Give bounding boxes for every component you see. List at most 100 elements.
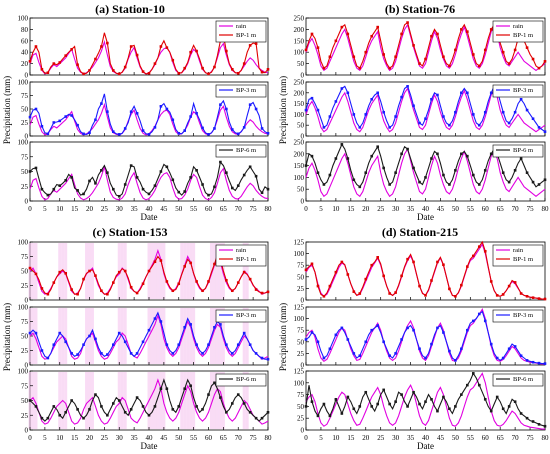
- data-point: [100, 289, 103, 293]
- data-point: [135, 352, 139, 355]
- data-point: [28, 60, 32, 63]
- data-point: [242, 270, 246, 274]
- y-tick-label: 60: [21, 37, 29, 45]
- data-point: [231, 402, 234, 405]
- rain-shade: [156, 308, 160, 364]
- data-point: [94, 274, 97, 277]
- data-point: [489, 152, 493, 156]
- data-point: [34, 272, 38, 276]
- data-point: [382, 388, 385, 392]
- rain-shade: [221, 372, 225, 429]
- data-point: [189, 115, 192, 118]
- data-point: [254, 107, 258, 111]
- data-point: [64, 179, 67, 182]
- data-point: [219, 103, 222, 106]
- data-point: [165, 46, 169, 49]
- y-tick-label: 75: [21, 253, 29, 261]
- x-tick-label: 10: [332, 434, 340, 442]
- rain-shade: [189, 243, 193, 299]
- data-point: [382, 53, 385, 56]
- data-point: [70, 399, 73, 402]
- legend-box: [215, 373, 267, 387]
- x-tick-label: 55: [467, 205, 475, 213]
- x-tick-label: 80: [265, 434, 273, 442]
- x-tick-label: 30: [392, 205, 400, 213]
- data-point: [525, 359, 529, 362]
- data-point: [207, 343, 210, 346]
- data-point: [225, 278, 228, 282]
- y-tick-label: 0: [25, 427, 29, 435]
- rain-shade: [34, 372, 38, 429]
- data-point: [225, 49, 228, 53]
- data-point: [248, 103, 252, 106]
- data-point: [513, 48, 517, 52]
- data-point: [507, 347, 511, 351]
- data-point: [406, 21, 409, 24]
- data-point: [304, 268, 308, 272]
- data-point: [171, 58, 175, 62]
- data-point: [201, 66, 204, 70]
- data-point: [364, 340, 368, 344]
- data-point: [489, 91, 493, 95]
- data-point: [141, 282, 145, 286]
- data-point: [207, 193, 210, 197]
- y-tick-label: 50: [297, 338, 305, 346]
- x-tick-label: 70: [235, 205, 243, 213]
- data-point: [153, 62, 157, 65]
- data-point: [454, 294, 457, 298]
- x-tick-label: 5: [319, 205, 323, 213]
- y-tick-label: 75: [21, 318, 29, 326]
- data-point: [519, 97, 523, 101]
- data-point: [454, 405, 457, 408]
- data-point: [213, 127, 216, 130]
- legend-label: BP-1 m: [236, 256, 256, 263]
- data-point: [165, 280, 169, 283]
- x-tick-label: 60: [205, 434, 213, 442]
- data-point: [376, 402, 379, 406]
- data-point: [58, 61, 62, 64]
- data-point: [58, 331, 62, 335]
- data-point: [88, 269, 91, 273]
- data-point: [376, 91, 379, 95]
- y-tick-label: 200: [294, 89, 305, 97]
- y-tick-label: 100: [18, 79, 29, 87]
- data-point: [266, 68, 270, 71]
- rain-line: [305, 147, 546, 198]
- data-point: [82, 72, 85, 76]
- data-point: [513, 400, 517, 403]
- data-point: [424, 117, 427, 121]
- data-point: [334, 100, 338, 103]
- data-point: [219, 160, 222, 164]
- legend-label: rain: [236, 247, 247, 254]
- data-point: [266, 290, 270, 294]
- data-point: [183, 66, 186, 70]
- data-point: [400, 338, 403, 341]
- data-point: [388, 402, 391, 406]
- rain-shade: [218, 308, 222, 364]
- data-point: [418, 62, 421, 65]
- data-point: [400, 152, 403, 156]
- data-point: [100, 45, 103, 48]
- rain-shade: [159, 372, 163, 429]
- data-point: [242, 402, 246, 405]
- data-point: [52, 281, 56, 284]
- y-tick-label: 100: [18, 15, 29, 23]
- data-point: [346, 395, 350, 399]
- chart-title: (d) Station-215: [382, 225, 458, 239]
- data-point: [370, 34, 374, 38]
- data-point: [489, 409, 493, 413]
- data-point: [28, 170, 32, 173]
- y-tick-label: 75: [297, 262, 305, 270]
- data-point: [442, 331, 445, 334]
- data-point: [88, 334, 91, 338]
- data-point: [346, 157, 350, 160]
- rain-shade: [189, 372, 193, 429]
- data-point: [177, 405, 181, 408]
- data-point: [106, 110, 109, 113]
- chart-title: (a) Station-10: [95, 2, 165, 16]
- data-point: [147, 133, 151, 136]
- data-point: [382, 110, 385, 114]
- data-point: [141, 187, 145, 191]
- legend-box: [492, 84, 544, 98]
- y-tick-label: 100: [294, 379, 305, 387]
